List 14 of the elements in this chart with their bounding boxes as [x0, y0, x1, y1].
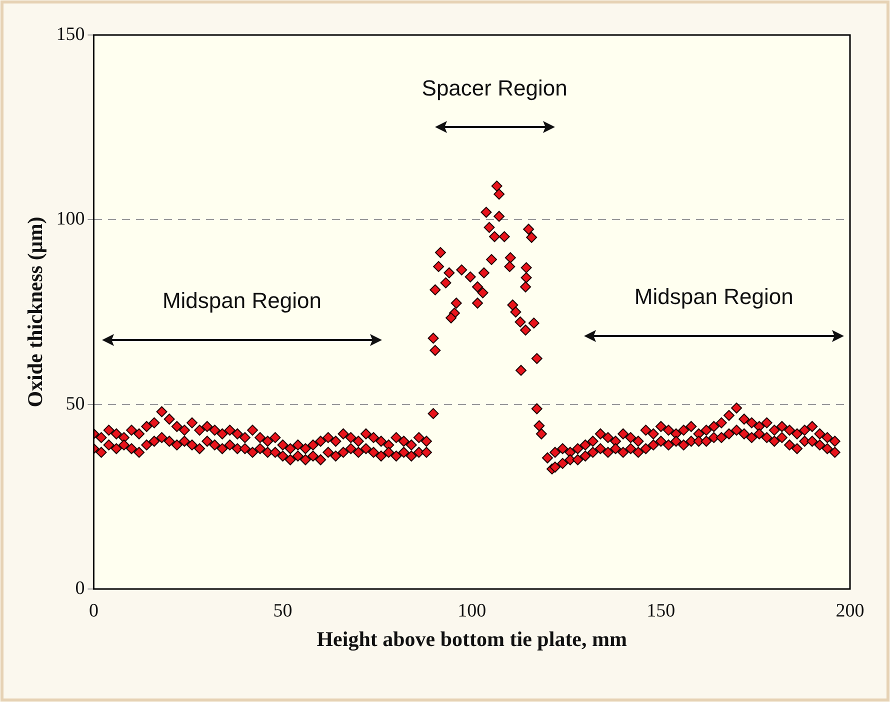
x-tick-label: 0 [88, 600, 98, 622]
x-tick-label: 50 [273, 600, 292, 622]
y-tick-label: 150 [56, 24, 85, 45]
x-axis-title: Height above bottom tie plate, mm [316, 626, 628, 651]
annotation: Spacer Region [422, 75, 568, 100]
annotation: Midspan Region [634, 284, 794, 310]
x-tick-label: 100 [458, 600, 486, 622]
y-tick-label: 100 [56, 208, 85, 230]
y-axis-title: Oxide thickness (µm) [23, 216, 48, 408]
y-tick-label: 50 [66, 393, 85, 414]
annotation: Midspan Region [162, 288, 322, 314]
x-tick-label: 200 [836, 600, 864, 622]
x-tick-label: 150 [646, 600, 676, 622]
y-tick-label: 0 [75, 578, 85, 599]
